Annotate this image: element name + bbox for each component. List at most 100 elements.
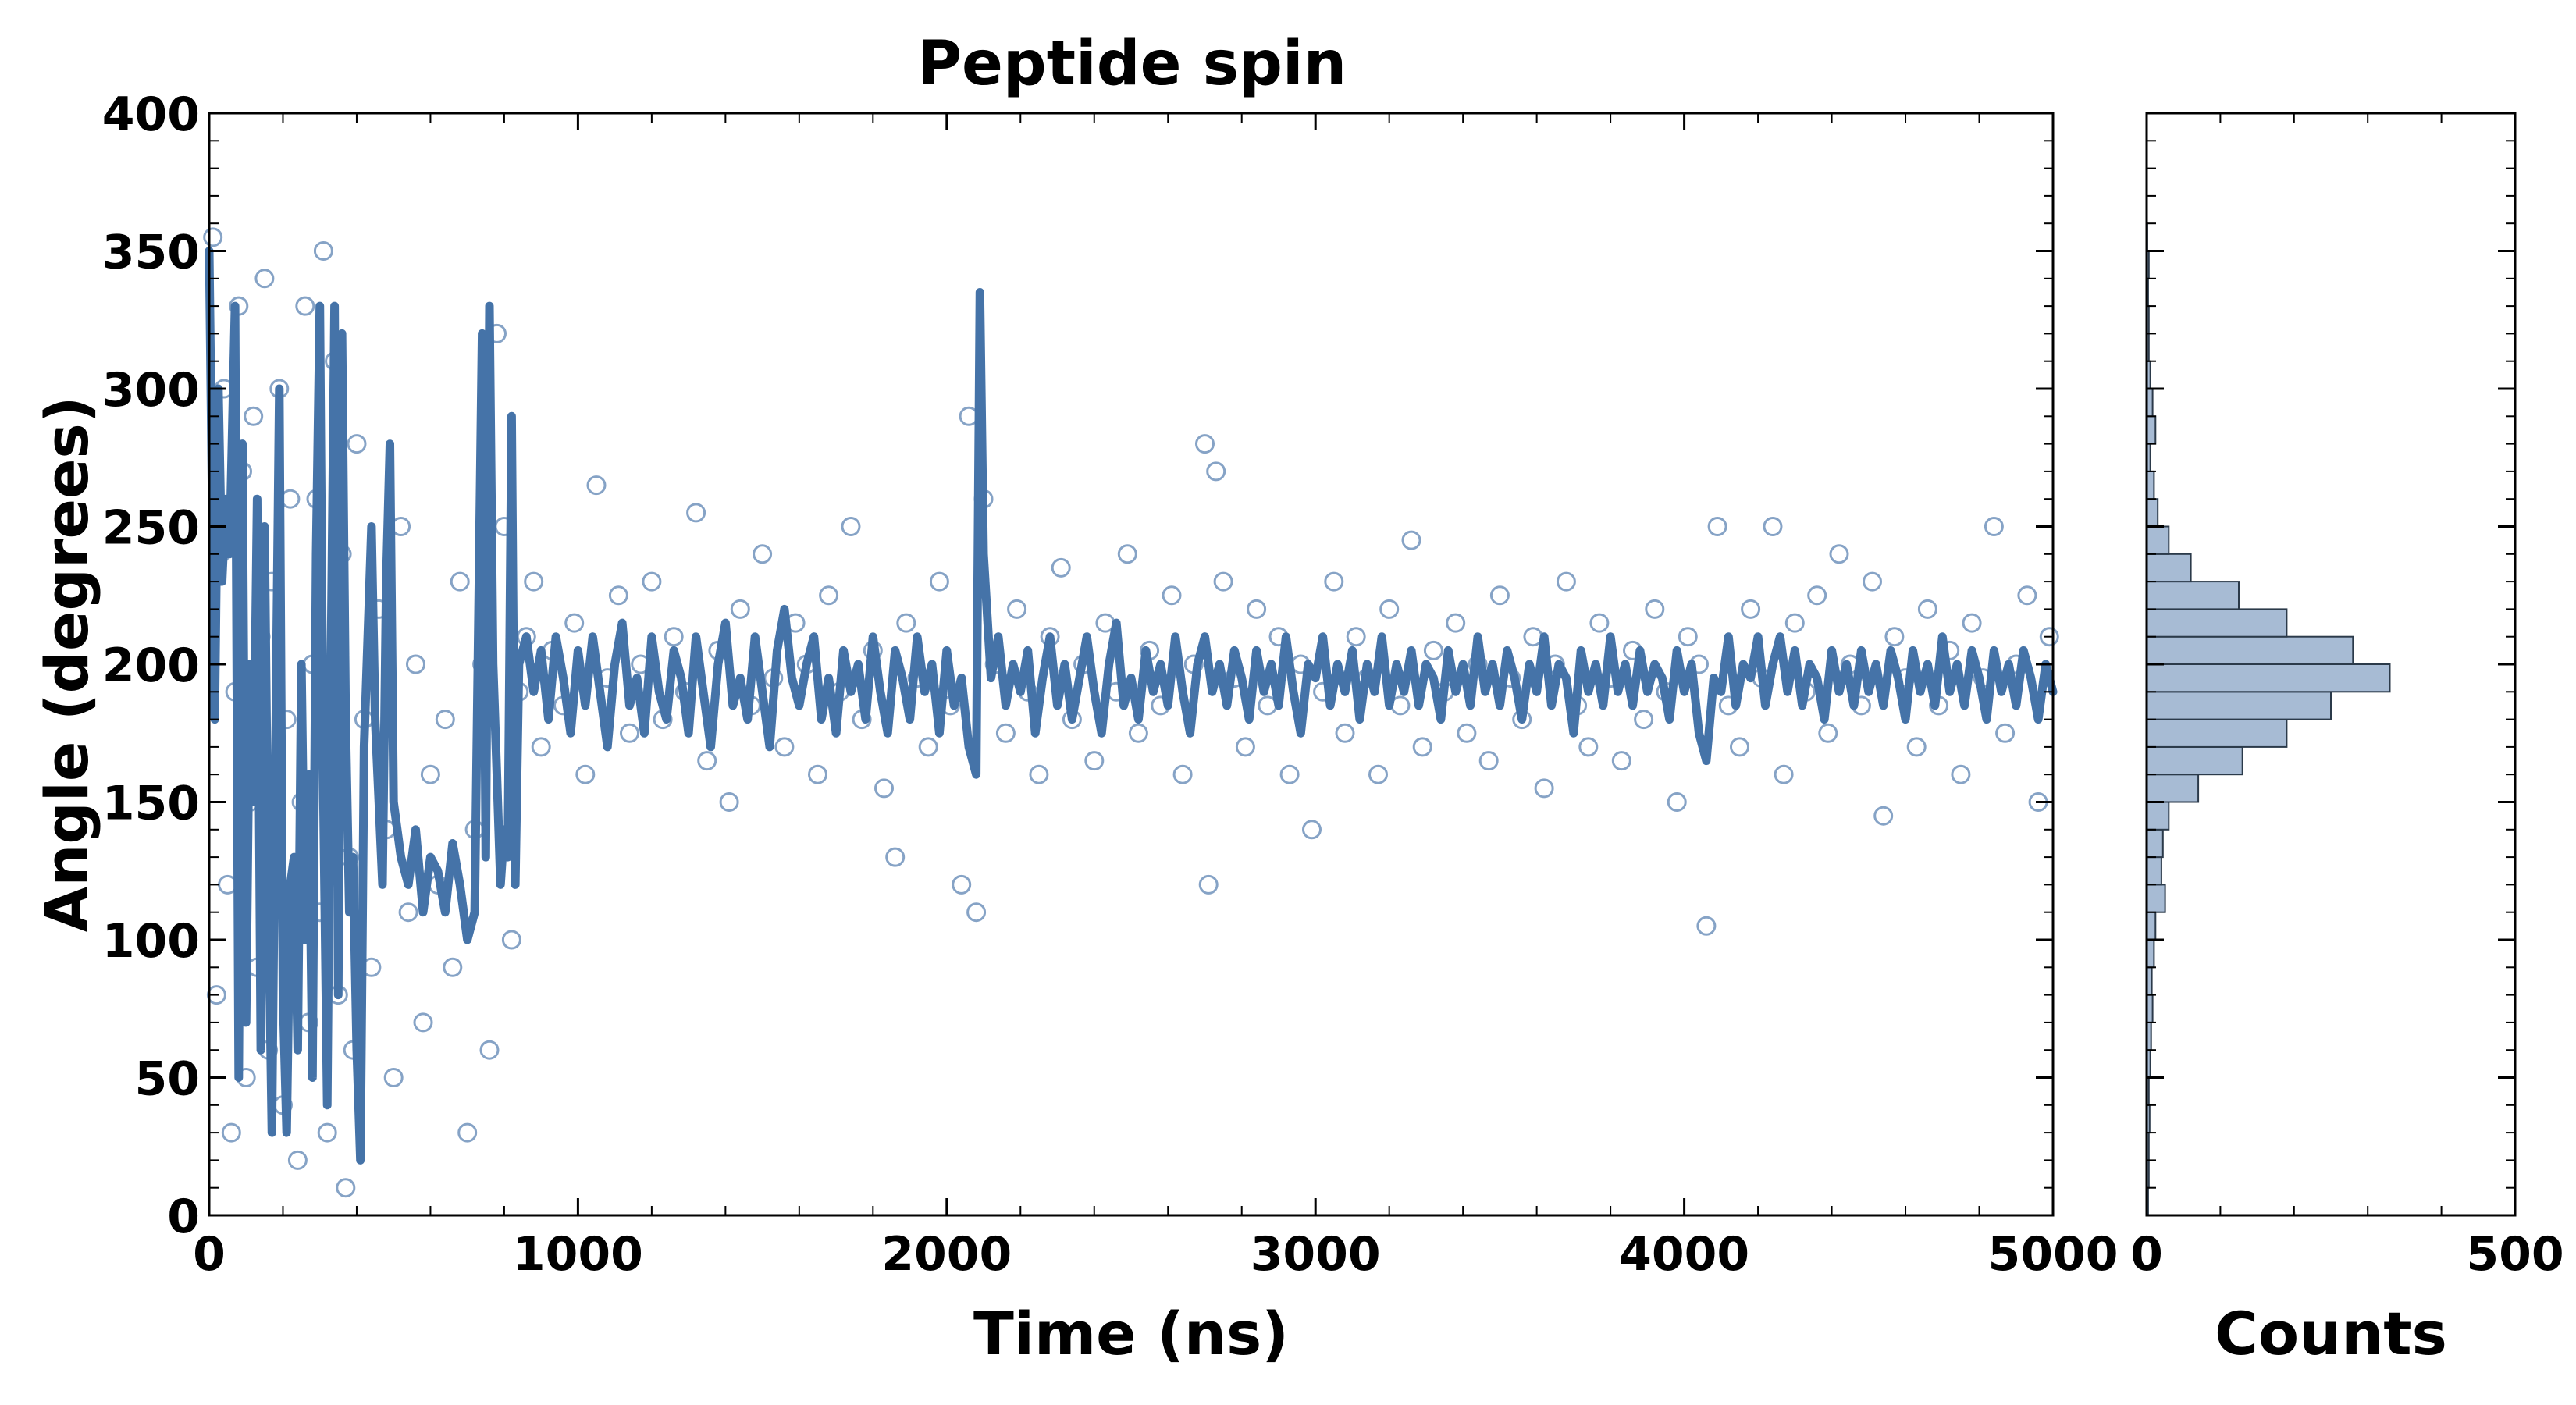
scatter-point — [1368, 764, 1388, 784]
scatter-point — [244, 406, 264, 426]
main-x-ticks: 0 1000 2000 3000 4000 5000 — [193, 113, 2119, 1282]
histogram-bar — [2146, 884, 2166, 913]
histogram-bar — [2146, 663, 2391, 693]
x-tick-label: 1000 — [513, 1227, 643, 1282]
scatter-point — [1084, 751, 1105, 771]
scatter-point — [1906, 737, 1927, 757]
scatter-point — [808, 764, 827, 784]
scatter-point — [620, 723, 639, 743]
scatter-point — [2039, 627, 2059, 647]
scatter-point — [1302, 820, 1322, 840]
y-axis-label: Angle (degrees) — [32, 396, 101, 932]
hist-x-tick-label: 500 — [2466, 1227, 2564, 1282]
scatter-point — [1984, 517, 2004, 536]
scatter-point — [719, 792, 739, 812]
scatter-point — [203, 227, 223, 247]
scatter-point — [254, 269, 275, 289]
scatter-point — [383, 1068, 404, 1087]
scatter-point — [1763, 517, 1783, 536]
scatter-point — [774, 737, 795, 757]
scatter-point — [575, 764, 596, 784]
scatter-point — [929, 571, 949, 592]
scatter-point — [1951, 764, 1971, 784]
scatter-point — [1195, 434, 1215, 454]
scatter-point — [1412, 737, 1432, 757]
scatter-point — [1172, 764, 1193, 784]
scatter-point — [1995, 723, 2016, 743]
main-plot: Peptide spin 0 1000 2000 3000 4000 5000 0 50 10… — [32, 29, 2119, 1368]
scatter-point — [313, 241, 333, 261]
x-tick-label: 5000 — [1988, 1227, 2119, 1282]
main-y-ticks: 0 50 100 150 200 250 300 350 400 — [102, 87, 2053, 1244]
scatter-point — [450, 571, 470, 592]
scatter-point — [1457, 723, 1477, 743]
y-tick-label: 0 — [167, 1190, 200, 1244]
scatter-point — [1589, 613, 1610, 633]
scatter-point — [1335, 723, 1355, 743]
scatter-point — [457, 1122, 478, 1143]
scatter-point — [1489, 585, 1510, 606]
scatter-point — [1279, 764, 1300, 784]
scatter-point — [1807, 585, 1827, 606]
x-tick-label: 4000 — [1619, 1227, 1749, 1282]
scatter-point — [1707, 517, 1727, 536]
scatter-point — [1206, 461, 1226, 482]
scatter-point — [1162, 585, 1182, 606]
scatter-point — [413, 1012, 433, 1033]
x-tick-label: 2000 — [881, 1227, 1012, 1282]
scatter-point — [753, 544, 773, 564]
x-axis-label: Time (ns) — [973, 1299, 1289, 1368]
scatter-point — [287, 1150, 308, 1170]
scatter-point — [730, 599, 750, 619]
scatter-point — [1917, 599, 1937, 619]
y-tick-label: 400 — [102, 87, 200, 142]
scatter-point — [420, 764, 440, 784]
scatter-point — [966, 902, 987, 923]
y-tick-label: 250 — [102, 501, 200, 556]
scatter-point — [1741, 599, 1761, 619]
scatter-point — [1029, 764, 1049, 784]
chart-title: Peptide spin — [917, 29, 1347, 99]
histogram-bar — [2146, 553, 2192, 583]
scatter-point — [2017, 585, 2037, 606]
scatter-point — [1730, 737, 1749, 757]
scatter-point — [206, 985, 226, 1005]
histogram-bar — [2146, 691, 2332, 720]
histogram-bar — [2146, 856, 2162, 886]
scatter-point — [531, 737, 551, 757]
scatter-point — [1534, 778, 1554, 799]
scatter-point — [1213, 571, 1233, 592]
scatter-point — [1379, 599, 1400, 619]
y-tick-label: 100 — [102, 914, 200, 969]
scatter-point — [406, 654, 425, 674]
scatter-point — [1578, 737, 1599, 757]
scatter-point — [295, 296, 315, 316]
scatter-point — [1645, 599, 1665, 619]
scatter-point — [479, 1040, 500, 1060]
scatter-point — [608, 585, 628, 606]
y-tick-label: 50 — [135, 1052, 201, 1107]
scatter-point — [1235, 737, 1255, 757]
scatter-point — [317, 1122, 337, 1143]
histogram-bar — [2146, 525, 2170, 555]
scatter-point — [1611, 751, 1631, 771]
scatter-point — [874, 778, 894, 799]
scatter-point — [1051, 557, 1071, 578]
scatter-point — [1247, 599, 1267, 619]
scatter-point — [1446, 613, 1466, 633]
scatter-point — [642, 571, 662, 592]
histogram-x-axis-label: Counts — [2215, 1299, 2447, 1368]
scatter-point — [398, 902, 418, 923]
scatter-point — [501, 930, 521, 950]
scatter-point — [1818, 723, 1838, 743]
histogram-bar — [2146, 911, 2157, 941]
y-tick-label: 350 — [102, 226, 200, 280]
histogram-plot: 0 500 Counts — [2130, 112, 2564, 1368]
scatter-point — [221, 1122, 241, 1143]
x-tick-label: 3000 — [1251, 1227, 1381, 1282]
scatter-point — [664, 627, 684, 647]
scatter-point — [336, 1178, 356, 1198]
scatter-point — [686, 503, 706, 523]
scatter-point — [1478, 751, 1499, 771]
